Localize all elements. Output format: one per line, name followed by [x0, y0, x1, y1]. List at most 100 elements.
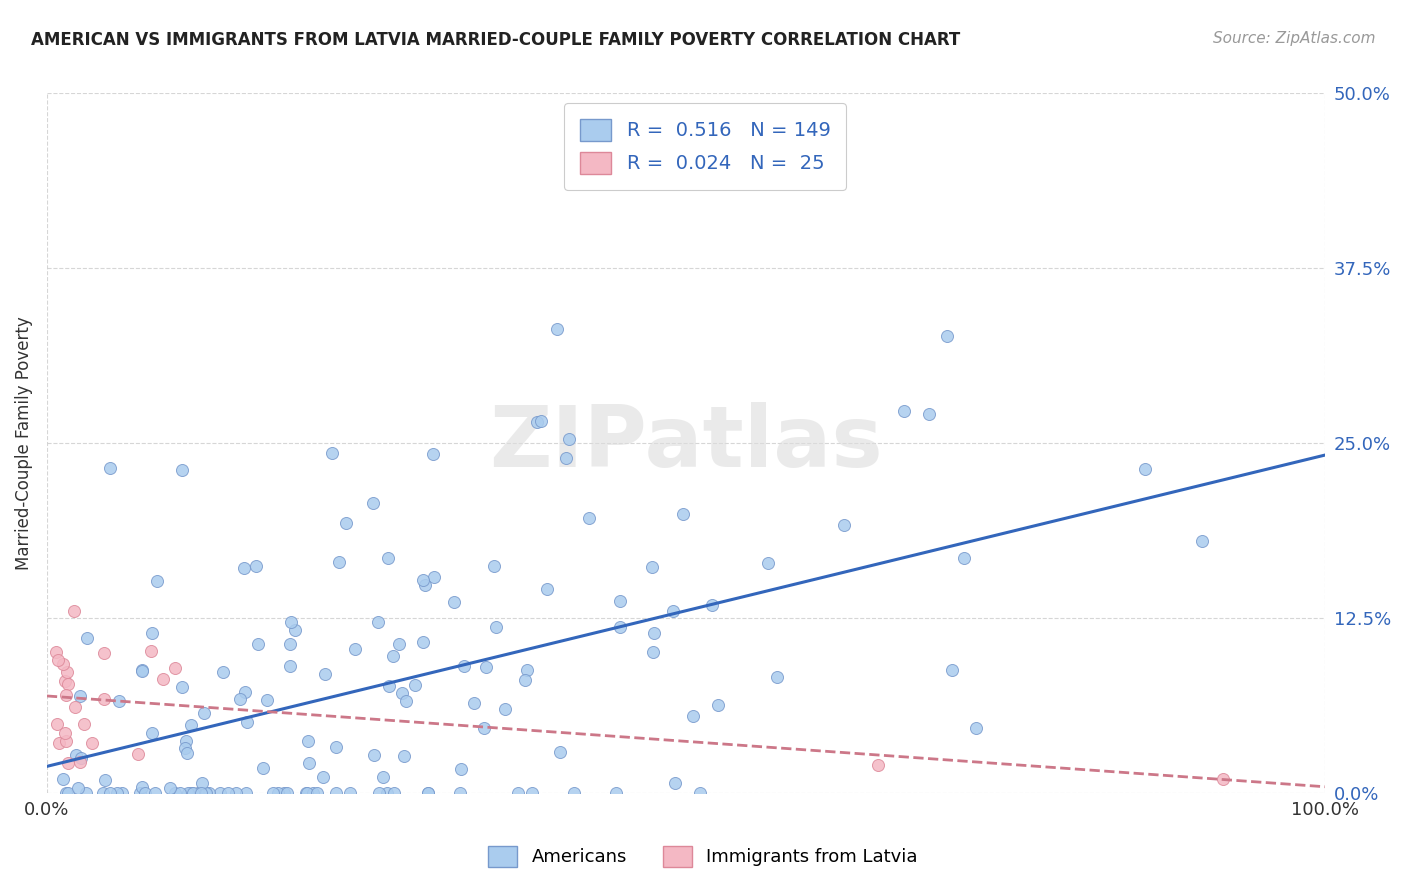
- Point: [546, 322, 568, 336]
- Point: [530, 414, 553, 428]
- Point: [375, 786, 398, 800]
- Point: [412, 635, 434, 649]
- Point: [177, 786, 200, 800]
- Point: [463, 697, 485, 711]
- Point: [93, 646, 115, 660]
- Point: [325, 740, 347, 755]
- Point: [756, 556, 779, 570]
- Point: [609, 593, 631, 607]
- Point: [63, 700, 86, 714]
- Point: [233, 561, 256, 575]
- Point: [297, 733, 319, 747]
- Point: [866, 757, 889, 772]
- Point: [252, 761, 274, 775]
- Point: [343, 642, 366, 657]
- Point: [247, 636, 270, 650]
- Point: [662, 603, 685, 617]
- Point: [832, 518, 855, 533]
- Point: [609, 620, 631, 634]
- Point: [131, 780, 153, 794]
- Point: [953, 550, 976, 565]
- Point: [236, 714, 259, 729]
- Point: [1212, 772, 1234, 786]
- Point: [416, 786, 439, 800]
- Point: [339, 786, 361, 800]
- Point: [52, 772, 75, 786]
- Point: [278, 637, 301, 651]
- Point: [134, 786, 156, 800]
- Point: [58, 677, 80, 691]
- Point: [143, 786, 166, 800]
- Point: [170, 681, 193, 695]
- Point: [194, 786, 217, 800]
- Point: [965, 721, 987, 735]
- Point: [482, 558, 505, 573]
- Point: [395, 694, 418, 708]
- Point: [65, 747, 87, 762]
- Point: [1191, 533, 1213, 548]
- Point: [516, 663, 538, 677]
- Point: [48, 735, 70, 749]
- Point: [391, 686, 413, 700]
- Point: [554, 451, 576, 466]
- Point: [302, 786, 325, 800]
- Y-axis label: Married-Couple Family Poverty: Married-Couple Family Poverty: [15, 316, 32, 570]
- Point: [605, 786, 627, 800]
- Point: [105, 786, 128, 800]
- Point: [672, 507, 695, 521]
- Point: [321, 446, 343, 460]
- Point: [56, 786, 79, 800]
- Point: [562, 786, 585, 800]
- Point: [163, 786, 186, 800]
- Point: [413, 578, 436, 592]
- Point: [267, 786, 290, 800]
- Point: [643, 626, 665, 640]
- Point: [367, 615, 389, 629]
- Point: [82, 736, 104, 750]
- Point: [485, 620, 508, 634]
- Point: [141, 626, 163, 640]
- Point: [404, 677, 426, 691]
- Point: [1133, 462, 1156, 476]
- Point: [382, 786, 405, 800]
- Point: [129, 786, 152, 800]
- Point: [72, 717, 94, 731]
- Point: [578, 510, 600, 524]
- Point: [917, 407, 939, 421]
- Point: [936, 329, 959, 343]
- Point: [58, 756, 80, 770]
- Point: [235, 786, 257, 800]
- Point: [229, 691, 252, 706]
- Point: [325, 786, 347, 800]
- Point: [522, 786, 544, 800]
- Point: [55, 734, 77, 748]
- Point: [181, 786, 204, 800]
- Text: AMERICAN VS IMMIGRANTS FROM LATVIA MARRIED-COUPLE FAMILY POVERTY CORRELATION CHA: AMERICAN VS IMMIGRANTS FROM LATVIA MARRI…: [31, 31, 960, 49]
- Point: [450, 762, 472, 776]
- Point: [76, 631, 98, 645]
- Point: [443, 594, 465, 608]
- Point: [198, 786, 221, 800]
- Point: [108, 694, 131, 708]
- Point: [174, 734, 197, 748]
- Point: [245, 559, 267, 574]
- Point: [131, 663, 153, 677]
- Point: [165, 661, 187, 675]
- Point: [235, 684, 257, 698]
- Point: [187, 786, 209, 800]
- Point: [111, 786, 134, 800]
- Point: [46, 653, 69, 667]
- Legend: R =  0.516   N = 149, R =  0.024   N =  25: R = 0.516 N = 149, R = 0.024 N = 25: [564, 103, 846, 190]
- Point: [278, 658, 301, 673]
- Point: [394, 749, 416, 764]
- Point: [212, 665, 235, 679]
- Point: [69, 756, 91, 770]
- Text: ZIPatlas: ZIPatlas: [489, 401, 883, 484]
- Point: [225, 786, 247, 800]
- Point: [276, 786, 298, 800]
- Point: [217, 786, 239, 800]
- Point: [641, 645, 664, 659]
- Point: [45, 645, 67, 659]
- Point: [422, 570, 444, 584]
- Point: [307, 786, 329, 800]
